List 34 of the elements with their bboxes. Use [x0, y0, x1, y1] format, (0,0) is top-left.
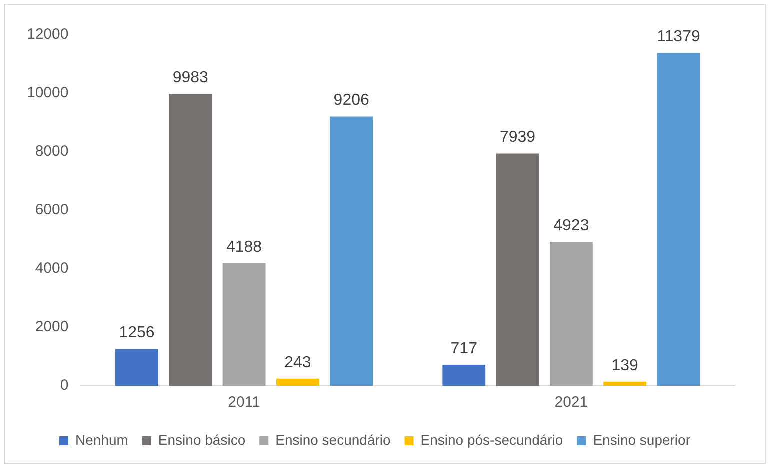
x-tick-label: 2011 — [228, 394, 260, 412]
bar — [276, 378, 320, 386]
bar — [657, 53, 700, 386]
data-label: 243 — [284, 354, 312, 372]
bar — [330, 116, 374, 386]
y-tick-label: 10000 — [26, 84, 69, 102]
bar — [169, 94, 212, 386]
legend-label: Ensino superior — [593, 432, 691, 448]
data-label: 139 — [612, 357, 639, 374]
legend-label: Ensino pós-secundário — [420, 432, 564, 448]
data-label: 9983 — [172, 69, 209, 86]
legend-label: Ensino básico — [158, 432, 246, 448]
y-tick-label: 8000 — [35, 143, 69, 160]
y-tick-label: 2000 — [35, 318, 69, 336]
data-label: 9206 — [334, 92, 370, 110]
bar — [442, 365, 486, 386]
data-label: 1256 — [119, 324, 155, 342]
data-label: 4923 — [554, 217, 590, 234]
data-label: 11379 — [657, 28, 700, 46]
y-tick-label: 6000 — [35, 202, 69, 219]
bar — [222, 264, 266, 386]
y-tick-label: 4000 — [35, 260, 69, 278]
data-label: 717 — [450, 340, 478, 358]
bar — [116, 349, 158, 386]
legend-label: Ensino secundário — [276, 432, 391, 448]
bar — [604, 382, 647, 386]
bar — [550, 242, 593, 386]
legend-label: Nenhum — [76, 432, 128, 448]
y-tick-label: 0 — [60, 377, 69, 394]
data-label: 7939 — [500, 129, 536, 146]
bar — [496, 154, 540, 386]
data-label: 4188 — [226, 238, 262, 256]
y-tick-label: 12000 — [26, 26, 69, 44]
x-tick-label: 2021 — [554, 394, 588, 412]
